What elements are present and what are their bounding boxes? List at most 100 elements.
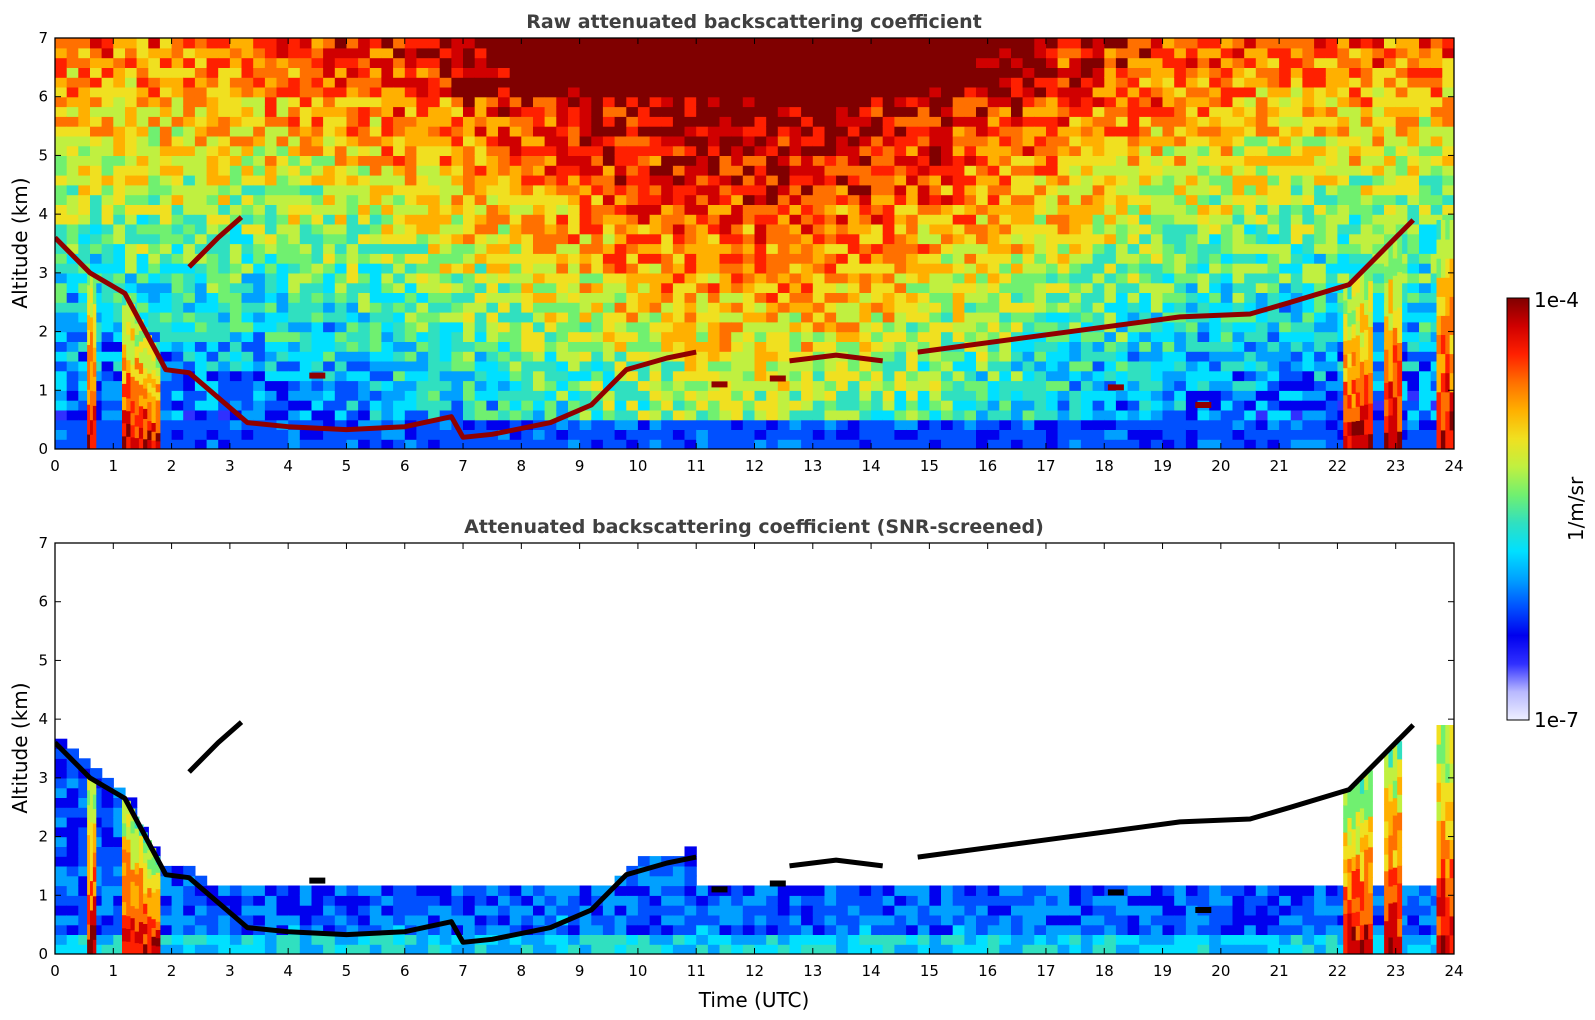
heatmap-cell [358, 351, 371, 362]
heatmap-cell [264, 214, 278, 225]
heatmap-cell [1372, 126, 1385, 137]
heatmap-cell [311, 57, 324, 68]
heatmap-cell [766, 67, 779, 78]
heatmap-cell [766, 341, 779, 352]
heatmap-cell [1057, 439, 1070, 449]
heatmap-cell [463, 390, 476, 401]
heatmap-cell [568, 331, 581, 342]
heatmap-cell [486, 67, 499, 78]
heatmap-cell [917, 175, 930, 186]
heatmap-cell [952, 38, 965, 49]
heatmap-cell [707, 370, 721, 382]
heatmap-cell [148, 302, 161, 313]
heatmap-cell [1267, 116, 1280, 127]
heatmap-cell [871, 223, 884, 235]
heatmap-cell [229, 360, 243, 372]
heatmap-cell [1127, 194, 1140, 205]
heatmap-cell [241, 194, 254, 205]
heatmap-cell [894, 96, 907, 108]
heatmap-cell [486, 321, 499, 333]
heatmap-cell [731, 351, 744, 362]
heatmap-cell [1174, 223, 1187, 235]
heatmap-cell [1360, 184, 1373, 196]
heatmap-cell [766, 77, 779, 88]
heatmap-cell [1127, 439, 1140, 449]
heatmap-cell [719, 57, 732, 68]
heatmap-cell [1220, 223, 1234, 235]
heatmap-cell [241, 214, 254, 225]
heatmap-cell [323, 263, 336, 274]
heatmap-cell [276, 233, 289, 245]
heatmap-cell [1290, 145, 1304, 156]
heatmap-cell [533, 439, 546, 449]
heatmap-cell [1046, 351, 1059, 362]
heatmap-cell [777, 351, 791, 362]
heatmap-cell [78, 194, 91, 205]
heatmap-cell [1127, 409, 1140, 421]
heatmap-cell [929, 272, 942, 284]
heatmap-cell [55, 419, 68, 430]
heatmap-cell [1209, 106, 1222, 117]
heatmap-cell [416, 38, 429, 49]
heatmap-cell [1011, 57, 1024, 68]
heatmap-cell [311, 312, 324, 323]
heatmap-cell [358, 370, 371, 382]
heatmap-cell [393, 272, 406, 284]
heatmap-cell [731, 214, 744, 225]
heatmap-cell [66, 360, 79, 372]
heatmap-cell [801, 67, 814, 78]
heatmap-cell [836, 155, 849, 166]
heatmap-cell [544, 321, 557, 333]
heatmap-cell [358, 135, 371, 147]
heatmap-cell [906, 351, 919, 362]
heatmap-cell [323, 214, 336, 225]
heatmap-cell [1092, 331, 1105, 342]
heatmap-cell [299, 341, 313, 352]
heatmap-cell [1395, 106, 1408, 117]
heatmap-cell [1022, 253, 1035, 264]
heatmap-cell [1115, 135, 1129, 147]
heatmap-cell [229, 282, 243, 293]
heatmap-cell [1255, 390, 1269, 401]
heatmap-cell [789, 263, 802, 274]
heatmap-cell [1139, 67, 1152, 78]
heatmap-cell [1220, 380, 1234, 391]
heatmap-cell [941, 223, 954, 235]
heatmap-cell [1139, 351, 1152, 362]
heatmap-cell [1185, 184, 1199, 196]
heatmap-cell [194, 194, 208, 205]
heatmap-cell [241, 429, 254, 440]
heatmap-cell [311, 429, 324, 440]
heatmap-cell [1372, 135, 1385, 147]
heatmap-cell [1092, 175, 1105, 186]
heatmap-cell [498, 106, 511, 117]
heatmap-cell [626, 351, 639, 362]
heatmap-cell [1162, 351, 1175, 362]
heatmap-cell [1279, 390, 1292, 401]
heatmap-cell [824, 390, 837, 401]
heatmap-cell [253, 223, 266, 235]
heatmap-cell [696, 312, 709, 323]
heatmap-cell [521, 57, 534, 68]
heatmap-cell [591, 38, 604, 49]
heatmap-cell [1220, 390, 1234, 401]
heatmap-cell [929, 400, 942, 411]
heatmap-cell [1162, 204, 1175, 215]
heatmap-cell [1115, 194, 1129, 205]
heatmap-cell [614, 184, 627, 196]
heatmap-cell [789, 243, 802, 254]
heatmap-cell [171, 253, 184, 264]
heatmap-cell [55, 126, 68, 137]
heatmap-cell [1150, 380, 1164, 391]
heatmap-cell [241, 380, 254, 391]
heatmap-cell [1115, 419, 1129, 430]
heatmap-cell [894, 214, 907, 225]
heatmap-cell [183, 419, 196, 430]
heatmap-cell [136, 214, 149, 225]
heatmap-cell [136, 116, 149, 127]
heatmap-cell [1127, 341, 1140, 352]
heatmap-cell [568, 429, 581, 440]
heatmap-cell [1430, 194, 1443, 205]
heatmap-cell [777, 331, 791, 342]
heatmap-cell [1150, 194, 1164, 205]
